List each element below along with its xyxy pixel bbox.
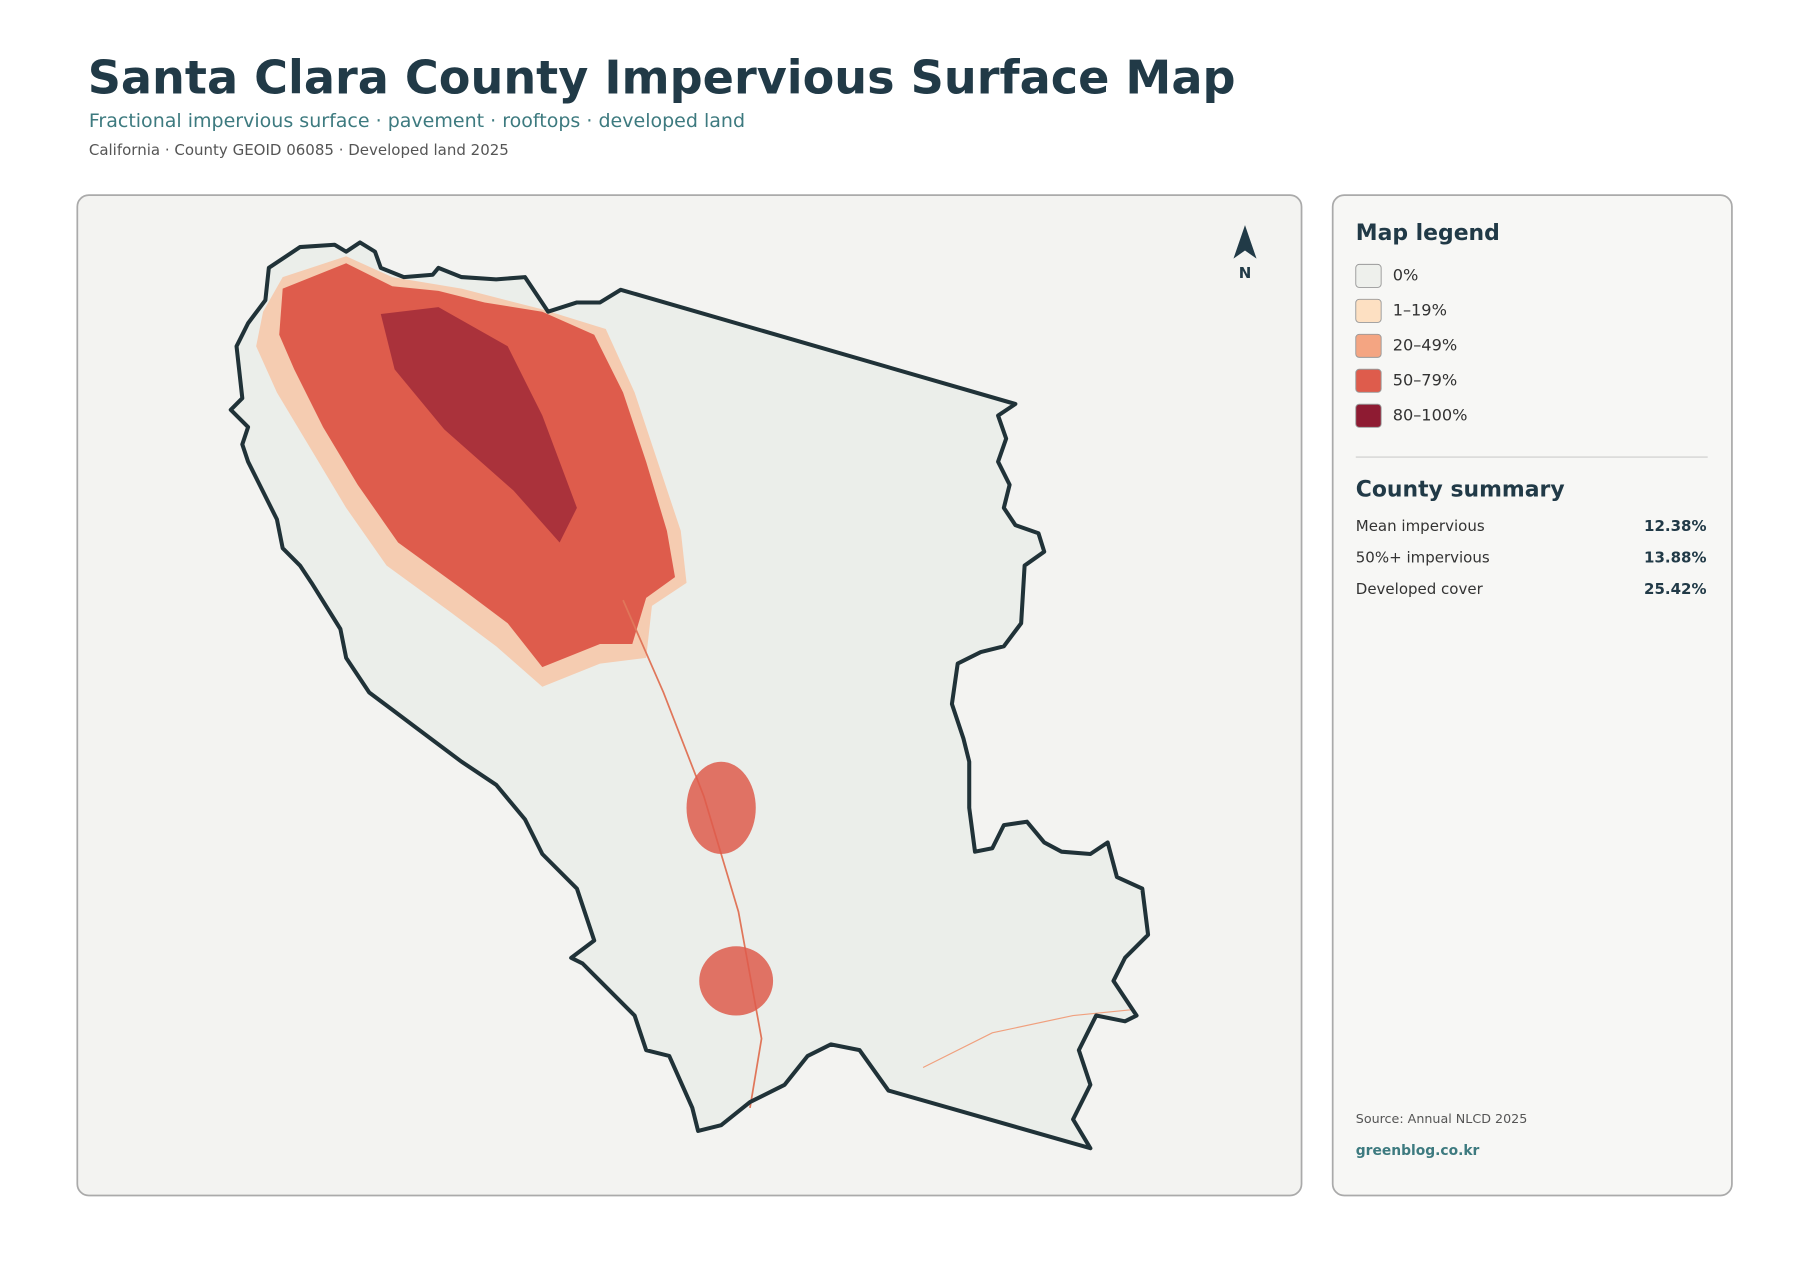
legend-swatch [1355,298,1382,323]
summary-label: Mean impervious [1356,517,1485,535]
north-arrow [1233,225,1257,259]
summary-label: 50%+ impervious [1356,548,1490,566]
legend-label: 80–100% [1393,405,1468,424]
legend-swatch [1355,333,1382,358]
title: Santa Clara County Impervious Surface Ma… [88,51,1236,105]
legend-label: 1–19% [1393,301,1447,320]
legend-swatch [1355,263,1382,288]
county-map [228,240,1151,1151]
developed-urban [279,263,675,668]
legend-label: 50–79% [1393,370,1457,389]
developed-core [380,307,577,543]
developed-gilroy [699,946,774,1016]
legend-items: 0% 1–19% 20–49% 50–79% 80–100% [1355,263,1468,428]
source: Source: Annual NLCD 2025 [1356,1111,1528,1126]
north-label: N [1239,264,1252,282]
legend-label: 20–49% [1393,335,1457,354]
sidebar [1331,194,1733,1197]
meta: California · County GEOID 06085 · Develo… [89,141,509,159]
rural-road [922,1009,1131,1068]
legend-swatch [1355,368,1382,393]
legend-title: Map legend [1356,221,1500,246]
summary-rows: Mean impervious 12.38% 50%+ impervious 13.8… [1356,517,1707,598]
county-outline [228,240,1151,1151]
summary-title: County summary [1356,477,1565,502]
subtitle: Fractional impervious surface · pavement… [89,110,745,132]
summary-value: 13.88% [1644,548,1706,566]
developed-morgan-hill [686,761,756,854]
credit: greenblog.co.kr [1356,1143,1480,1159]
summary-label: Developed cover [1356,580,1484,598]
summary-value: 12.38% [1644,517,1706,535]
legend-swatch [1355,403,1382,428]
summary-value: 25.42% [1644,580,1706,598]
legend-label: 0% [1393,266,1419,285]
